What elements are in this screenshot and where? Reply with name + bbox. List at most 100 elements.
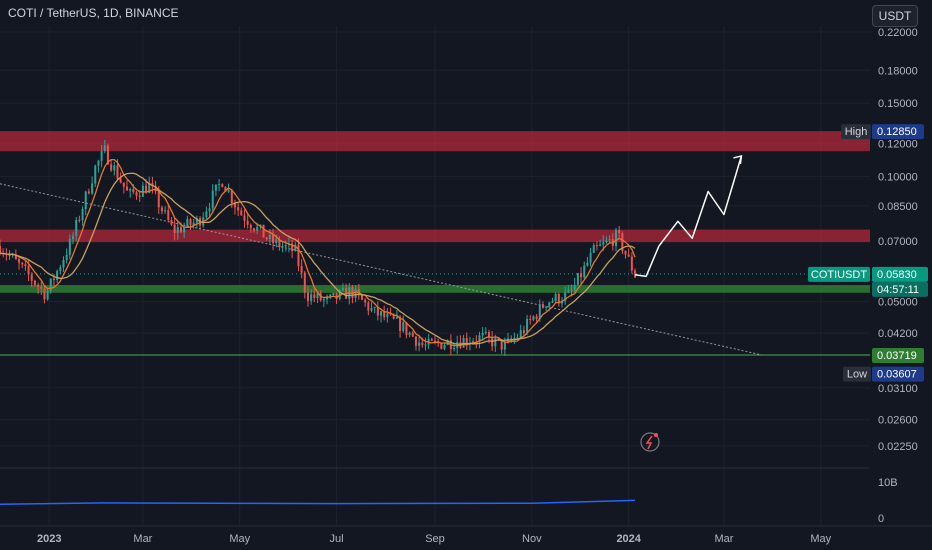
candle-body bbox=[49, 278, 52, 292]
candle-body bbox=[186, 219, 189, 227]
candle-body bbox=[478, 335, 481, 342]
candle-body bbox=[135, 192, 138, 196]
symbol-tag-bg bbox=[808, 266, 870, 282]
candle-body bbox=[589, 252, 592, 263]
candle-body bbox=[567, 289, 570, 293]
candle-body bbox=[113, 165, 116, 171]
symbol-tag: COTIUSDT bbox=[811, 269, 868, 281]
volume-layer bbox=[0, 467, 870, 506]
candle-body bbox=[56, 270, 59, 281]
candle-body bbox=[262, 224, 265, 238]
price-axis[interactable]: 10B 0 0.22000 0.18000 0.15000 0.12000 0.10000 0… bbox=[878, 27, 918, 525]
alert-icon[interactable] bbox=[640, 432, 660, 452]
candle-body bbox=[249, 224, 252, 229]
candle-body bbox=[18, 259, 21, 263]
candle-body bbox=[532, 316, 535, 320]
candle-body bbox=[453, 347, 456, 350]
volume-line bbox=[0, 499, 636, 506]
candle-body bbox=[360, 294, 363, 300]
candle-body bbox=[621, 233, 624, 251]
candle-body bbox=[243, 215, 246, 221]
candle-body bbox=[300, 266, 303, 273]
price-tick-label: 0.15000 bbox=[878, 98, 918, 110]
candle-body bbox=[65, 254, 68, 261]
price-tick-label: 0.10000 bbox=[878, 171, 918, 183]
candle-body bbox=[37, 284, 40, 287]
projection-path bbox=[634, 155, 743, 278]
candle-body bbox=[522, 330, 525, 333]
candle-body bbox=[268, 234, 271, 240]
candle-body bbox=[605, 240, 608, 243]
candle-body bbox=[618, 230, 621, 234]
candle-body bbox=[535, 316, 538, 320]
candle-body bbox=[27, 266, 30, 275]
alert-bolt bbox=[645, 435, 653, 450]
candle-body bbox=[516, 337, 519, 339]
price-tick-label: 0.05000 bbox=[878, 297, 918, 309]
chart-title: COTI / TetherUS, 1D, BINANCE bbox=[8, 6, 179, 20]
candle-body bbox=[434, 340, 436, 342]
candle-body bbox=[310, 294, 313, 301]
alert-dot bbox=[654, 433, 658, 437]
candle-body bbox=[494, 338, 497, 347]
candle-body bbox=[240, 210, 243, 216]
candle-body bbox=[46, 291, 49, 300]
alert-circle bbox=[640, 432, 660, 452]
candle-body bbox=[157, 191, 160, 208]
candle-body bbox=[586, 262, 589, 266]
time-tick-label: May bbox=[229, 533, 250, 545]
candle-body bbox=[338, 290, 341, 299]
candle-body bbox=[583, 265, 586, 278]
candle-body bbox=[272, 234, 275, 244]
price-tick-label: 0.02250 bbox=[878, 441, 918, 453]
low-tag-bg bbox=[843, 366, 871, 382]
countdown-value: 04:57:11 bbox=[877, 284, 919, 296]
candle-body bbox=[87, 191, 90, 194]
resistance-zone bbox=[0, 229, 870, 243]
candle-body bbox=[373, 307, 376, 309]
candle-body bbox=[52, 278, 55, 281]
time-axis[interactable]: 2023 Mar May Jul Sep Nov 2024 Mar May bbox=[0, 525, 932, 545]
candle-body bbox=[630, 256, 633, 271]
price-zones bbox=[0, 131, 870, 356]
candle-body bbox=[545, 306, 548, 308]
candle-body bbox=[351, 287, 354, 298]
candle-body bbox=[173, 224, 176, 233]
time-tick-label: Nov bbox=[522, 533, 542, 545]
candle-body bbox=[430, 339, 433, 341]
candle-body bbox=[380, 311, 383, 316]
candle-body bbox=[573, 284, 576, 290]
candle-body bbox=[519, 330, 522, 338]
candle-body bbox=[91, 183, 94, 194]
currency-button[interactable]: USDT bbox=[872, 5, 918, 27]
candle-body bbox=[30, 274, 33, 281]
high-value: 0.12850 bbox=[877, 126, 917, 138]
candle-body bbox=[592, 245, 595, 253]
support-value-bg bbox=[872, 348, 924, 364]
candle-body bbox=[367, 302, 370, 311]
candle-body bbox=[576, 273, 579, 285]
price-tick-label: 0.08500 bbox=[878, 201, 918, 213]
candle-body bbox=[205, 211, 208, 218]
candle-body bbox=[548, 302, 551, 307]
candle-body bbox=[100, 151, 103, 161]
candle-body bbox=[132, 189, 135, 193]
candle-body bbox=[475, 341, 478, 343]
countdown-value-bg bbox=[872, 281, 928, 297]
candle-body bbox=[538, 304, 541, 320]
candle-body bbox=[59, 267, 62, 271]
candle-body bbox=[179, 227, 182, 233]
candle-body bbox=[278, 239, 281, 248]
candle-body bbox=[94, 165, 97, 184]
high-value-bg bbox=[872, 124, 924, 140]
candle-body bbox=[484, 332, 487, 334]
candle-body bbox=[405, 322, 408, 335]
candle-body bbox=[624, 250, 627, 255]
candle-body bbox=[170, 220, 173, 225]
price-tick-label: 0.12000 bbox=[878, 138, 918, 150]
candle-body bbox=[0, 246, 1, 254]
candle-body bbox=[595, 245, 598, 247]
candle-body bbox=[294, 244, 297, 252]
candle-body bbox=[33, 280, 36, 285]
